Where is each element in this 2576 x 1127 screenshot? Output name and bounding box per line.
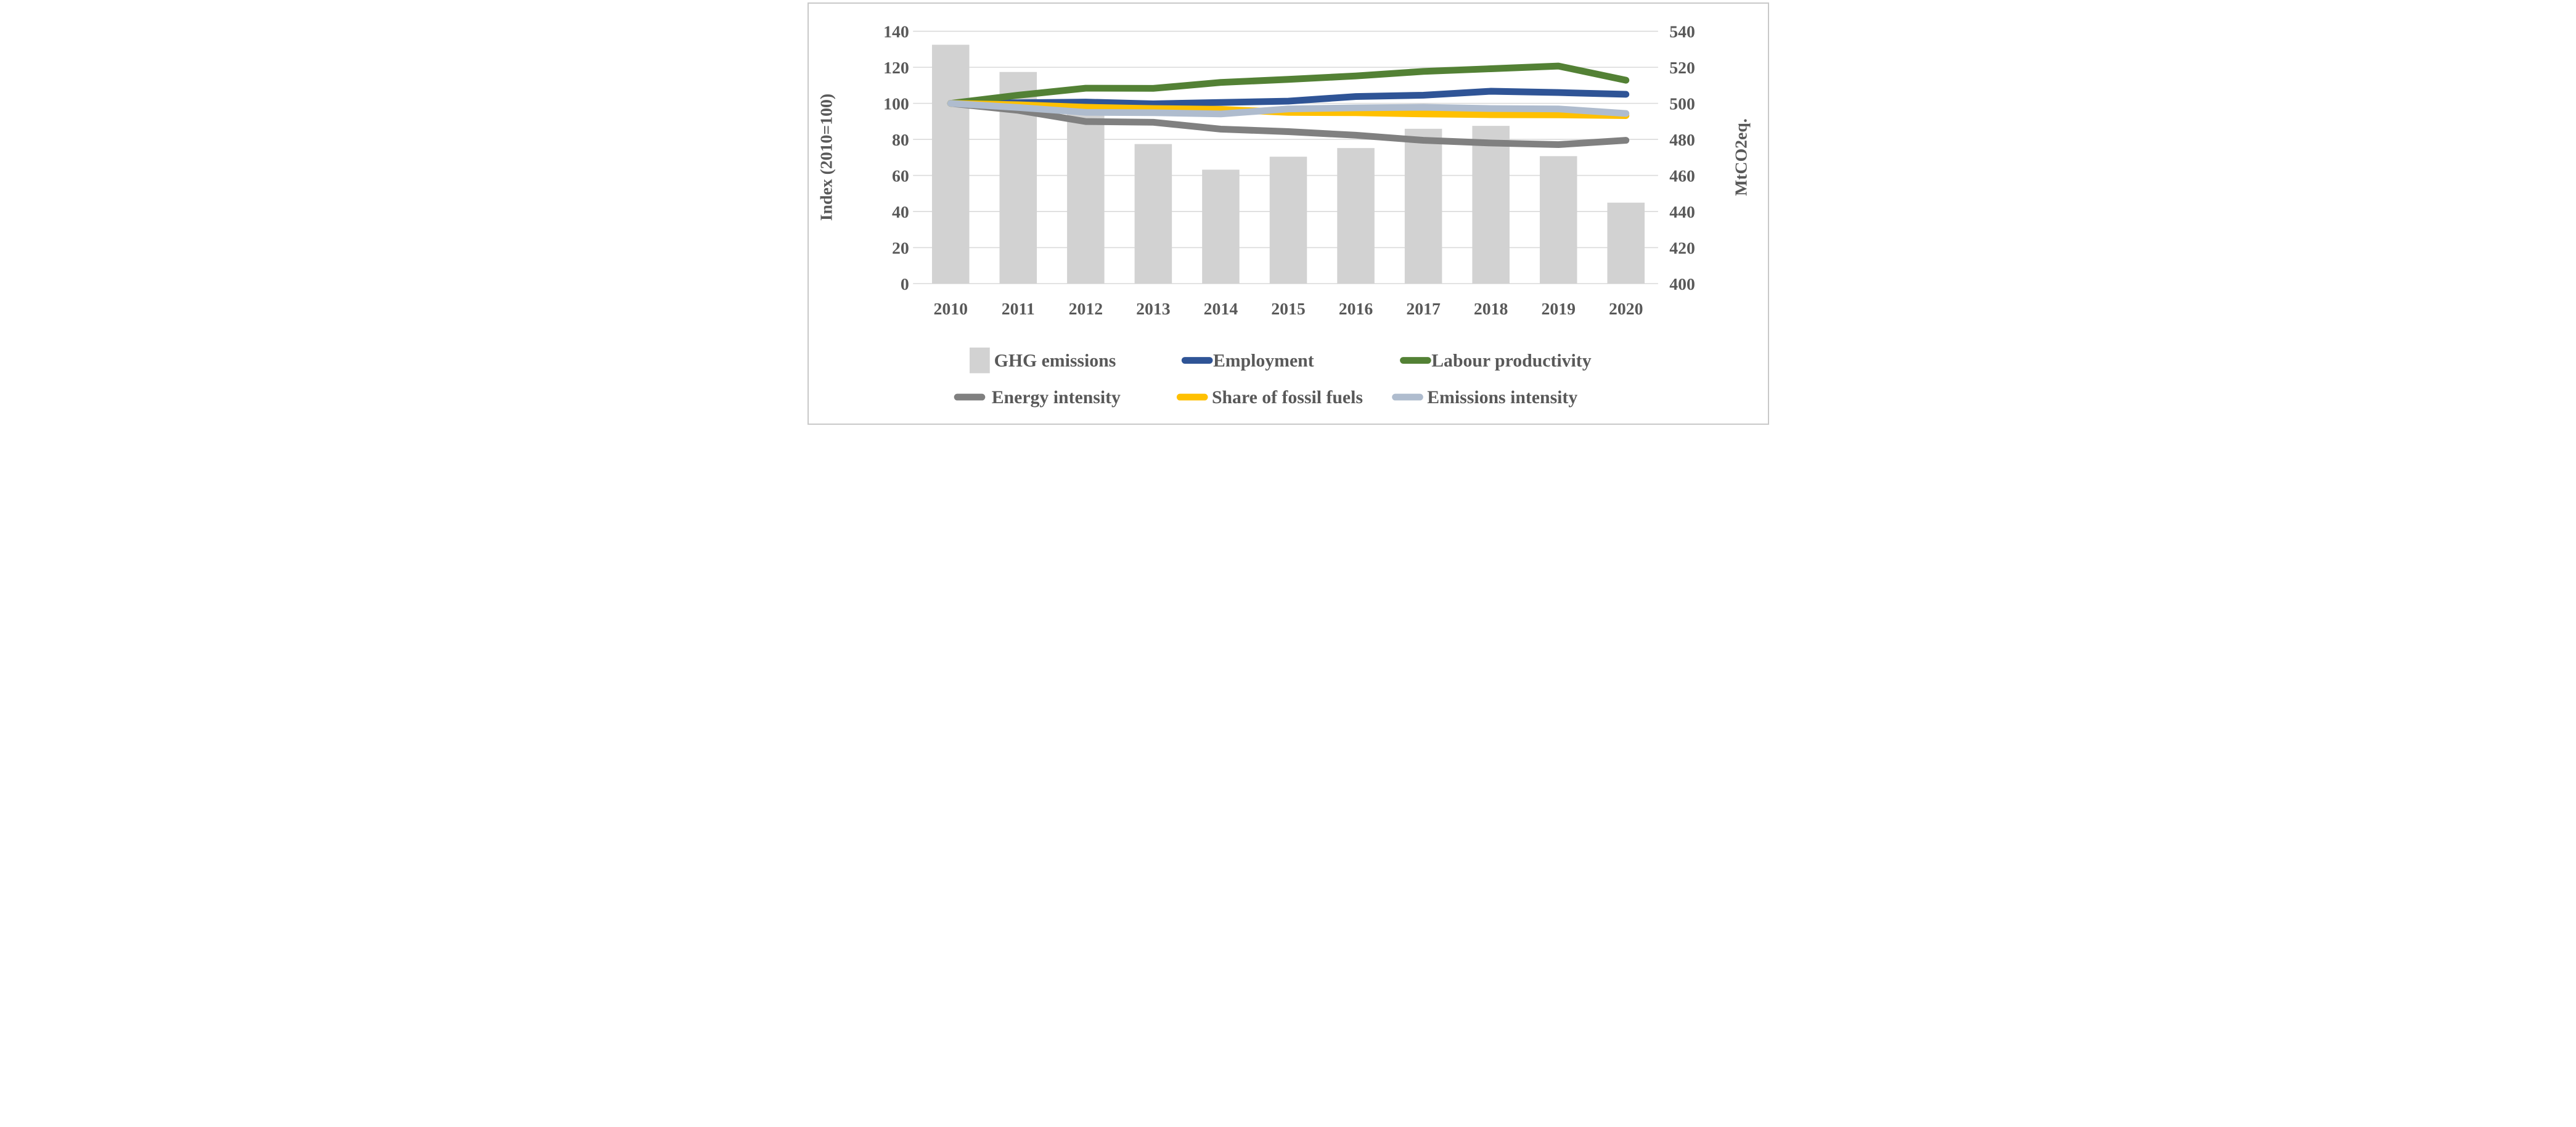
x-axis-tick-label: 2017 [1406, 300, 1441, 319]
ghg-bar [1539, 156, 1577, 284]
series-line-share-of-fossil-fuels [947, 100, 1629, 119]
ghg-bar [1134, 144, 1172, 284]
x-axis-tick-label: 2016 [1338, 300, 1373, 319]
left-axis-title: Index (2010=100) [817, 94, 836, 221]
x-axis-tick-label: 2010 [933, 300, 968, 319]
legend-label: GHG emissions [994, 350, 1116, 371]
right-axis-tick-label: 500 [1669, 95, 1695, 114]
right-axis-tick-label: 540 [1669, 23, 1695, 42]
series-line-employment [947, 88, 1629, 107]
x-axis-tick-label: 2015 [1271, 300, 1306, 319]
x-axis-tick-label: 2020 [1609, 300, 1643, 319]
left-axis-tick-label: 120 [883, 59, 909, 78]
right-axis-title: MtCO2eq. [1732, 118, 1751, 196]
ghg-bar [931, 44, 969, 284]
legend-marker-ghg-emissions [969, 347, 990, 374]
legend-item-emissions-intensity: Emissions intensity [1391, 387, 1577, 408]
right-axis-tick-label: 460 [1669, 166, 1695, 186]
x-axis-tick-label: 2012 [1068, 300, 1103, 319]
x-axis-tick-label: 2013 [1136, 300, 1171, 319]
left-axis-tick-label: 80 [891, 131, 909, 150]
ghg-bar [1471, 126, 1510, 284]
legend-label: Labour productivity [1431, 350, 1592, 371]
legend-label: Share of fossil fuels [1211, 387, 1362, 408]
legend-item-share-of-fossil-fuels: Share of fossil fuels [1176, 387, 1362, 408]
legend-item-energy-intensity: Energy intensity [954, 387, 1121, 408]
right-axis-tick-label: 400 [1669, 275, 1695, 294]
x-axis-tick-label: 2011 [1001, 300, 1034, 319]
left-axis-tick-label: 140 [883, 23, 909, 42]
left-axis-tick-label: 60 [891, 166, 909, 186]
ghg-bar [1404, 128, 1442, 284]
left-axis-tick-label: 0 [900, 275, 909, 294]
axis-tick-labels: 0 20 40 60 80 100 120 140 400 420 440 460 480 500 520 5… [883, 23, 1695, 319]
legend-label: Emissions intensity [1427, 387, 1577, 408]
left-axis-tick-label: 20 [891, 239, 909, 258]
ghg-bar [1066, 112, 1105, 284]
x-axis-tick-label: 2019 [1541, 300, 1576, 319]
legend: GHG emissions Employment Labour productivi… [954, 347, 1592, 408]
right-axis-tick-label: 440 [1669, 203, 1695, 222]
left-axis-tick-label: 100 [883, 95, 909, 114]
legend-item-labour-productivity: Labour productivity [1399, 350, 1592, 371]
x-axis-tick-label: 2018 [1473, 300, 1508, 319]
x-axis-tick-label: 2014 [1203, 300, 1238, 319]
right-axis-tick-label: 520 [1669, 59, 1695, 78]
legend-item-ghg-emissions: GHG emissions [969, 347, 1116, 374]
ghg-bar [1607, 202, 1645, 284]
page: 0 20 40 60 80 100 120 140 400 420 440 460 480 500 520 5… [0, 0, 2576, 427]
right-axis-tick-label: 420 [1669, 239, 1695, 258]
left-axis-tick-label: 40 [891, 203, 909, 222]
chart-frame: 0 20 40 60 80 100 120 140 400 420 440 460 480 500 520 5… [807, 2, 1769, 425]
series-line-emissions-intensity [947, 100, 1629, 118]
series-line-labour-productivity [947, 62, 1629, 107]
legend-label: Energy intensity [991, 387, 1120, 408]
ghg-bar [1336, 148, 1375, 284]
chart-canvas: 0 20 40 60 80 100 120 140 400 420 440 460 480 500 520 5… [817, 23, 1751, 408]
ghg-bar [1269, 157, 1307, 284]
right-axis-tick-label: 480 [1669, 131, 1695, 150]
series-line-energy-intensity [947, 100, 1629, 148]
legend-item-employment: Employment [1181, 350, 1314, 371]
ghg-bar [1201, 170, 1240, 284]
legend-label: Employment [1212, 350, 1314, 371]
